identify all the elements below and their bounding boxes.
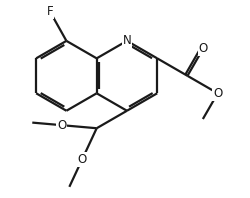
Text: N: N xyxy=(122,34,131,47)
Text: O: O xyxy=(213,87,222,100)
Text: F: F xyxy=(46,5,53,18)
Text: O: O xyxy=(198,42,208,55)
Text: O: O xyxy=(57,119,66,132)
Text: O: O xyxy=(77,153,86,166)
